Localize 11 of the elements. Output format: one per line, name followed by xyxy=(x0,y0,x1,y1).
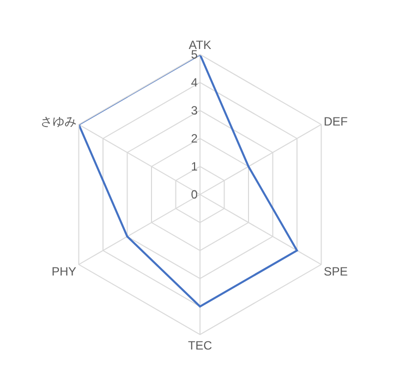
y-tick-label: 1 xyxy=(191,159,198,174)
y-tick-label: 2 xyxy=(191,131,198,146)
y-tick-label: 3 xyxy=(191,103,198,118)
spoke-label: さゆみ xyxy=(40,114,76,128)
y-tick-label: 5 xyxy=(191,47,198,62)
y-tick-label: 4 xyxy=(191,75,198,90)
y-tick-label: 0 xyxy=(191,187,198,202)
spoke-label: SPE xyxy=(324,264,348,279)
spoke-label: DEF xyxy=(324,114,348,128)
spoke-label: TEC xyxy=(188,338,212,352)
spoke-label: PHY xyxy=(52,264,76,279)
